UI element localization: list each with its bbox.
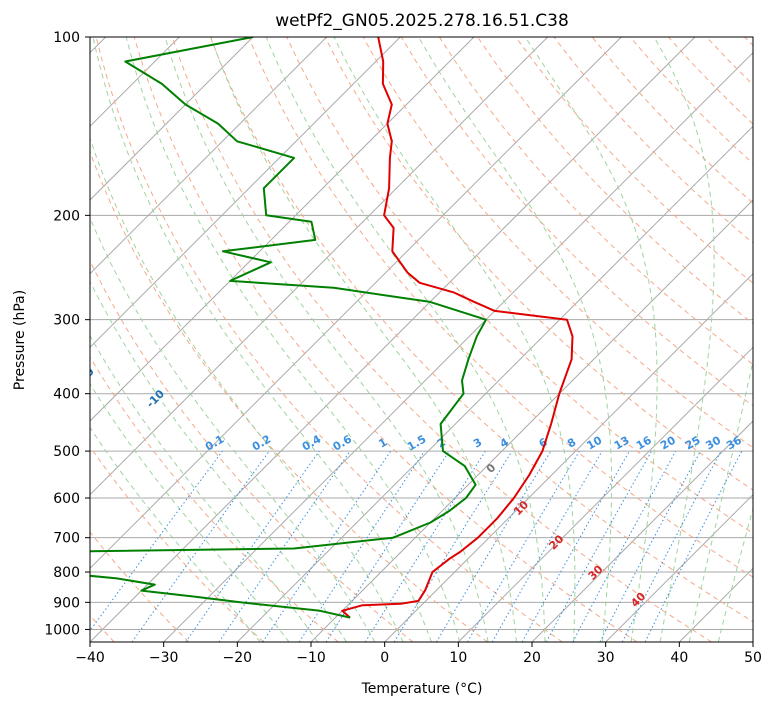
isotherm-line xyxy=(311,37,775,642)
chart-title: wetPf2_GN05.2025.278.16.51.C38 xyxy=(275,11,569,31)
y-tick-label: 600 xyxy=(53,491,80,507)
x-tick-label: 30 xyxy=(597,650,615,666)
x-axis-label: Temperature (°C) xyxy=(361,681,483,697)
mixing-ratio-label: 0.6 xyxy=(331,432,355,453)
mixing-ratio-label: 0.2 xyxy=(250,433,273,454)
isotherm-line xyxy=(0,37,400,642)
y-tick-label: 300 xyxy=(53,313,80,329)
temperature-profile-line xyxy=(342,37,572,618)
isotherm-line xyxy=(532,37,775,642)
moist-adiabat-label: 30 xyxy=(586,562,606,582)
dry-adiabat-line xyxy=(96,37,562,642)
mixing-ratio-label: 8 xyxy=(565,436,578,451)
x-tick-label: −30 xyxy=(149,650,179,666)
moist-adiabat-line xyxy=(165,37,488,642)
moist-adiabat-line xyxy=(718,37,775,642)
mixing-ratio-label: 10 xyxy=(584,433,604,452)
isotherm-line xyxy=(0,37,474,642)
y-tick-label: 900 xyxy=(53,595,80,611)
isotherm-line xyxy=(385,37,775,642)
x-tick-label: 0 xyxy=(380,650,389,666)
dry-adiabat-line xyxy=(134,37,637,642)
y-tick-label: 700 xyxy=(53,531,80,547)
x-tick-label: 50 xyxy=(744,650,762,666)
mixing-ratio-label: 3 xyxy=(471,436,484,451)
moist-adiabat-line xyxy=(525,37,657,642)
dry-adiabat-label: -10 xyxy=(144,387,167,410)
mixing-ratio-label: 1.5 xyxy=(405,433,428,454)
x-tick-label: −40 xyxy=(75,650,105,666)
x-tick-label: −20 xyxy=(223,650,253,666)
y-tick-label: 500 xyxy=(53,444,80,460)
mixing-ratio-label: 30 xyxy=(703,433,723,452)
isotherm-line xyxy=(164,37,769,642)
y-tick-label: 800 xyxy=(53,565,80,581)
moist-adiabat-line xyxy=(211,37,517,642)
mixing-ratio-line xyxy=(263,451,391,642)
y-axis-ticks: 100 200 300 400 500 600 700 800 900 1000 xyxy=(44,30,90,638)
moist-adiabat-line xyxy=(654,37,714,642)
moist-adiabat-label: 0 xyxy=(484,461,499,476)
mixing-ratio-line xyxy=(436,451,551,642)
mixing-ratio-line xyxy=(522,451,629,642)
moist-adiabat-label: 40 xyxy=(628,590,648,610)
mixing-ratio-line xyxy=(82,451,223,642)
isobar-lines xyxy=(90,37,753,629)
x-tick-label: 40 xyxy=(670,650,688,666)
dry-adiabat-line xyxy=(0,37,338,642)
y-tick-label: 100 xyxy=(53,30,80,46)
x-tick-label: −10 xyxy=(296,650,326,666)
mixing-ratio-line xyxy=(573,451,676,642)
moist-adiabat-label: 10 xyxy=(511,498,531,518)
mixing-ratio-line xyxy=(600,451,701,642)
isotherm-line xyxy=(90,37,695,642)
moist-adiabat-label: 20 xyxy=(546,532,566,552)
x-axis-ticks: −40 −30 −20 −10 0 10 20 30 40 50 xyxy=(75,642,762,666)
y-axis-label: Pressure (hPa) xyxy=(12,290,28,390)
x-tick-label: 20 xyxy=(523,650,541,666)
y-tick-label: 1000 xyxy=(44,622,80,638)
dry-adiabat-line xyxy=(745,37,775,642)
isotherm-line xyxy=(679,37,775,642)
y-tick-label: 200 xyxy=(53,208,80,224)
dry-adiabat-line xyxy=(592,37,775,642)
mixing-ratio-label: 25 xyxy=(683,434,703,453)
isotherm-line xyxy=(458,37,775,642)
dry-adiabat-line xyxy=(668,37,775,642)
profile-series xyxy=(0,37,572,618)
dry-adiabat-line xyxy=(707,37,775,642)
x-tick-label: 10 xyxy=(449,650,467,666)
isotherm-line xyxy=(237,37,775,642)
isotherm-line xyxy=(753,37,775,642)
mixing-ratio-label: 36 xyxy=(724,433,744,452)
moist-adiabat-line xyxy=(689,37,775,642)
y-tick-label: 400 xyxy=(53,387,80,403)
dry-adiabat-line xyxy=(478,37,775,642)
moist-adiabat-line xyxy=(419,37,612,642)
mixing-ratio-label: 20 xyxy=(658,433,678,452)
dry-adiabat-label: -20 xyxy=(74,365,97,388)
plot-area: 0.10.20.40.611.52346810131620253036-100-… xyxy=(0,35,775,642)
moist-adiabat-line xyxy=(38,37,375,642)
dry-adiabat-line xyxy=(20,37,413,642)
mixing-ratio-lines xyxy=(82,451,742,642)
mixing-ratio-label: 13 xyxy=(612,434,632,453)
